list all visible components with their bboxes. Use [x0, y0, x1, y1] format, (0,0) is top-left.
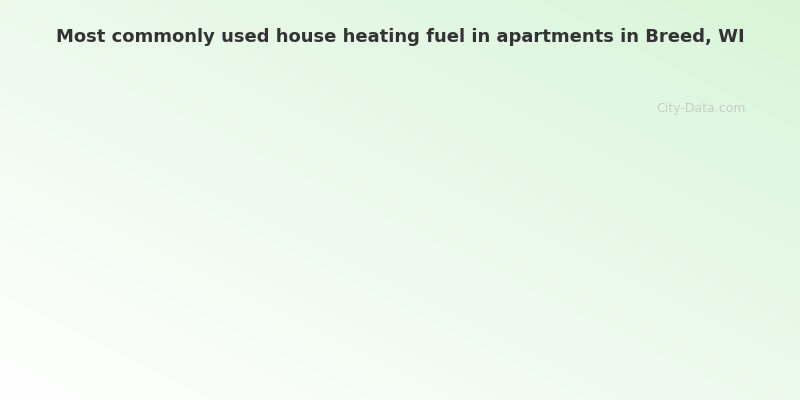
Legend: Bottled, tank, or LP gas, Fuel oil, kerosene, etc., Wood, Electricity: Bottled, tank, or LP gas, Fuel oil, kero… [104, 333, 696, 362]
Wedge shape [475, 179, 586, 299]
Wedge shape [214, 138, 350, 299]
Text: Most commonly used house heating fuel in apartments in Breed, WI: Most commonly used house heating fuel in… [56, 28, 744, 46]
Wedge shape [417, 116, 542, 236]
Wedge shape [306, 113, 432, 214]
Text: City-Data.com: City-Data.com [656, 102, 746, 115]
